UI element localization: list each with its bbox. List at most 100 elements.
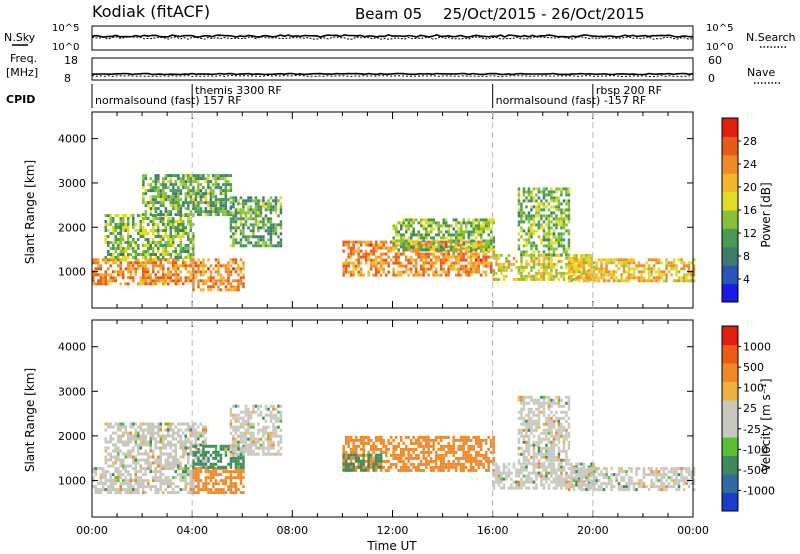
heatmap-cell — [670, 264, 673, 268]
heatmap-cell — [662, 273, 666, 277]
heatmap-cell — [132, 485, 135, 489]
heatmap-cell — [147, 250, 150, 253]
heatmap-cell — [427, 444, 430, 448]
heatmap-cell — [620, 261, 623, 265]
heatmap-cell — [602, 270, 606, 274]
heatmap-cell — [490, 218, 493, 222]
heatmap-cell — [612, 276, 616, 280]
heatmap-cell — [419, 459, 423, 463]
heatmap-cell — [557, 468, 561, 472]
heatmap-cell — [174, 425, 177, 429]
heatmap-cell — [357, 456, 360, 460]
heatmap-cell — [177, 195, 180, 199]
heatmap-cell — [169, 479, 172, 483]
heatmap-cell — [507, 486, 511, 490]
heatmap-cell — [497, 465, 501, 469]
heatmap-cell — [439, 273, 443, 277]
heatmap-cell — [527, 434, 531, 438]
heatmap-cell — [352, 453, 355, 457]
heatmap-cell — [612, 270, 616, 274]
heatmap-cell — [454, 438, 458, 442]
heatmap-cell — [479, 243, 483, 247]
heatmap-cell — [139, 264, 142, 268]
heatmap-cell — [477, 233, 480, 237]
heatmap-cell — [132, 256, 135, 259]
heatmap-cell — [392, 236, 395, 240]
heatmap-cell — [114, 431, 117, 435]
heatmap-cell — [259, 205, 263, 209]
heatmap-cell — [374, 459, 378, 463]
heatmap-cell — [497, 474, 501, 478]
heatmap-cell — [134, 270, 137, 274]
heatmap-cell — [495, 465, 498, 469]
heatmap-cell — [222, 183, 225, 187]
heatmap-cell — [477, 258, 480, 262]
heatmap-cell — [530, 247, 533, 251]
heatmap-cell — [174, 464, 177, 468]
heatmap-cell — [555, 268, 558, 272]
heatmap-cell — [422, 435, 425, 439]
heatmap-cell — [374, 240, 378, 244]
heatmap-cell — [610, 258, 613, 262]
heatmap-cell — [377, 462, 380, 466]
heatmap-cell — [274, 419, 278, 423]
heatmap-cell — [132, 250, 135, 253]
heatmap-cell — [450, 248, 453, 252]
heatmap-cell — [542, 235, 546, 239]
heatmap-cell — [352, 438, 355, 442]
heatmap-cell — [487, 468, 490, 472]
heatmap-cell — [582, 261, 586, 265]
heatmap-cell — [172, 226, 175, 229]
heatmap-cell — [162, 446, 165, 450]
heatmap-cell — [232, 416, 235, 420]
heatmap-cell — [387, 255, 390, 259]
heatmap-cell — [142, 473, 145, 477]
heatmap-cell — [269, 244, 273, 248]
heatmap-cell — [422, 264, 425, 268]
heatmap-cell — [445, 245, 448, 249]
heatmap-cell — [625, 279, 628, 283]
heatmap-cell — [204, 476, 208, 480]
heatmap-cell — [590, 253, 593, 257]
heatmap-cell — [237, 456, 240, 460]
heatmap-cell — [577, 261, 581, 265]
heatmap-cell — [137, 482, 140, 486]
heatmap-cell — [417, 233, 420, 237]
heatmap-cell — [177, 485, 180, 489]
heatmap-cell — [167, 455, 170, 459]
heatmap-cell — [252, 199, 255, 203]
heatmap-cell — [154, 431, 157, 435]
heatmap-cell — [449, 447, 453, 451]
heatmap-cell — [217, 207, 220, 211]
heatmap-cell — [550, 214, 553, 218]
heatmap-cell — [184, 195, 188, 199]
heatmap-cell — [565, 265, 568, 269]
heatmap-cell — [167, 270, 170, 274]
heatmap-cell — [359, 267, 363, 271]
heatmap-cell — [194, 428, 197, 432]
heatmap-cell — [159, 244, 162, 247]
heatmap-cell — [537, 259, 541, 263]
heatmap-cell — [444, 249, 448, 253]
heatmap-cell — [242, 459, 245, 463]
heatmap-cell — [387, 246, 390, 250]
heatmap-cell — [495, 480, 498, 484]
heatmap-cell — [467, 261, 470, 265]
heatmap-cell — [209, 204, 213, 208]
power-ylabel: Slant Range [km] — [23, 160, 37, 264]
heatmap-cell — [449, 264, 453, 268]
heatmap-cell — [560, 471, 563, 475]
heatmap-cell — [515, 486, 518, 490]
heatmap-cell — [187, 207, 190, 211]
heatmap-cell — [577, 270, 581, 274]
heatmap-cell — [222, 192, 225, 196]
heatmap-cell — [382, 270, 385, 274]
heatmap-cell — [219, 288, 223, 292]
heatmap-cell — [149, 461, 152, 465]
heatmap-cell — [547, 190, 551, 194]
heatmap-cell — [422, 462, 425, 466]
heatmap-cell — [444, 270, 448, 274]
heatmap-cell — [500, 268, 503, 272]
heatmap-cell — [547, 462, 551, 466]
heatmap-cell — [249, 440, 253, 444]
